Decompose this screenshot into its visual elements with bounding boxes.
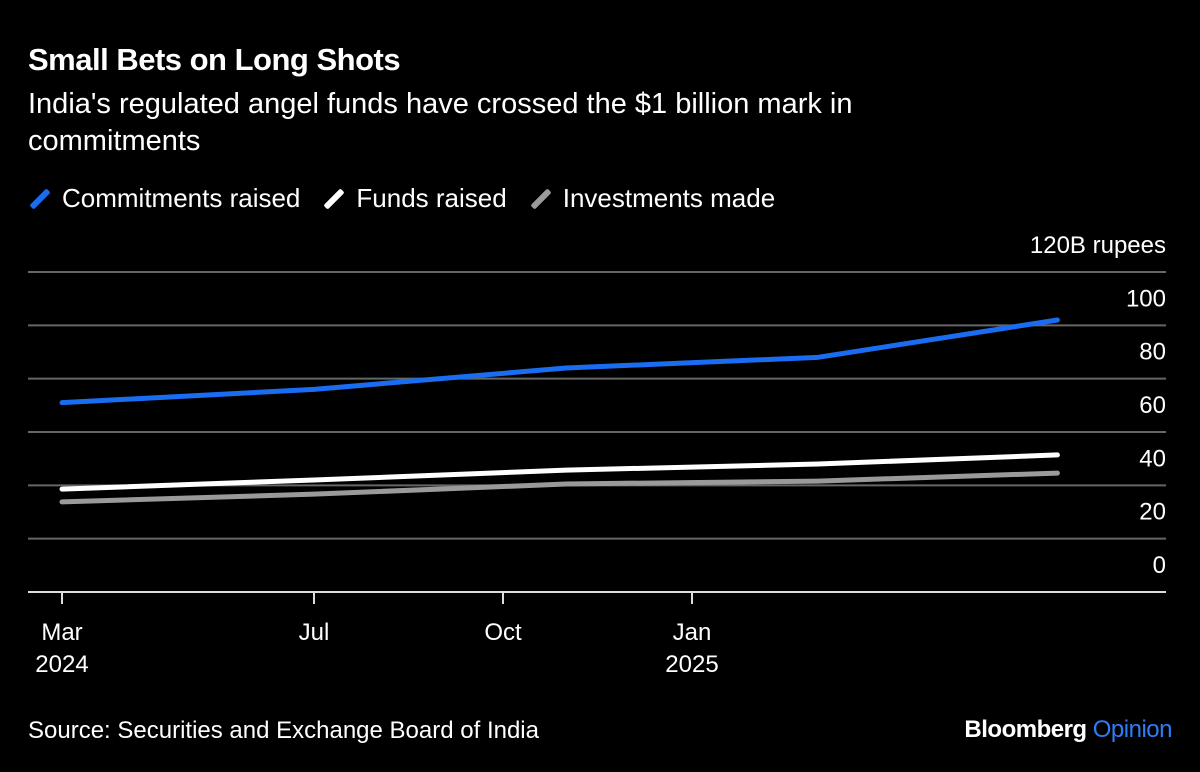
x-tick-label: Jan bbox=[673, 619, 712, 646]
series-line-commitments-raised bbox=[59, 317, 1060, 406]
bloomberg-opinion-logo: Bloomberg Opinion bbox=[964, 716, 1172, 744]
y-tick-label: 120B rupees bbox=[1030, 232, 1166, 259]
y-tick-label: 80 bbox=[1139, 339, 1166, 366]
legend-label: Commitments raised bbox=[62, 183, 301, 213]
y-tick-label: 100 bbox=[1126, 285, 1166, 312]
source-note: Source: Securities and Exchange Board of… bbox=[28, 717, 539, 744]
x-tick-year: 2024 bbox=[35, 651, 88, 678]
y-tick-label: 20 bbox=[1139, 499, 1166, 526]
x-tick-label: Jul bbox=[299, 619, 330, 646]
chart-subtitle: India's regulated angel funds have cross… bbox=[28, 88, 853, 157]
y-tick-label: 40 bbox=[1139, 445, 1166, 472]
legend-label: Investments made bbox=[562, 183, 776, 213]
series-line-investments-made bbox=[59, 470, 1060, 505]
legend-item: Investments made bbox=[529, 183, 775, 214]
x-tick-label: Mar bbox=[41, 619, 82, 646]
legend-label: Funds raised bbox=[356, 183, 507, 213]
chart-title: Small Bets on Long Shots bbox=[28, 42, 401, 77]
legend-item: Commitments raised bbox=[28, 183, 300, 214]
legend: Commitments raised Funds raised Investment… bbox=[28, 183, 775, 214]
y-tick-label: 0 bbox=[1153, 552, 1166, 579]
y-tick-label: 60 bbox=[1139, 392, 1166, 419]
legend-item: Funds raised bbox=[322, 183, 507, 214]
x-tick-label: Oct bbox=[484, 619, 522, 646]
logo-brand: Bloomberg bbox=[964, 716, 1087, 743]
logo-section: Opinion bbox=[1092, 716, 1173, 743]
x-tick-year: 2025 bbox=[665, 651, 718, 678]
